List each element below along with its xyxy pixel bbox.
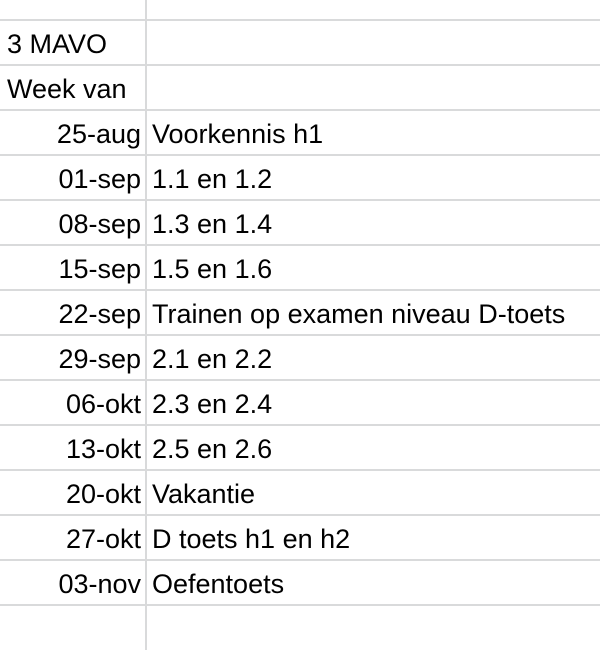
table-row: 22-sep Trainen op examen niveau D-toets (0, 291, 600, 336)
cell-week[interactable] (0, 0, 147, 19)
cell-topic[interactable]: Oefentoets (152, 569, 285, 599)
table-row: 15-sep 1.5 en 1.6 (0, 246, 600, 291)
cell-topic[interactable]: 2.1 en 2.2 (152, 344, 273, 374)
cell-week[interactable]: 20-okt (0, 471, 147, 514)
cell-topic[interactable]: Voorkennis h1 (152, 119, 324, 149)
cell-week[interactable]: 13-okt (0, 426, 147, 469)
cell-topic[interactable] (147, 606, 600, 650)
cell-topic[interactable]: 1.3 en 1.4 (152, 209, 273, 239)
table-row: 29-sep 2.1 en 2.2 (0, 336, 600, 381)
cell-topic[interactable]: 1.5 en 1.6 (152, 254, 273, 284)
table-row: Week van (0, 66, 600, 111)
table-row: 27-okt D toets h1 en h2 (0, 516, 600, 561)
cell-week[interactable]: 03-nov (0, 561, 147, 604)
cell-class-title[interactable]: 3 MAVO (0, 21, 147, 64)
table-row (0, 0, 600, 21)
cell-week[interactable]: 22-sep (0, 291, 147, 334)
cell-week[interactable]: 27-okt (0, 516, 147, 559)
table-row: 03-nov Oefentoets (0, 561, 600, 606)
cell-topic[interactable]: Trainen op examen niveau D-toets (152, 299, 566, 329)
cell-week[interactable]: 06-okt (0, 381, 147, 424)
table-row (0, 606, 600, 650)
cell-week[interactable]: 25-aug (0, 111, 147, 154)
table-row: 08-sep 1.3 en 1.4 (0, 201, 600, 246)
cell-week[interactable]: 15-sep (0, 246, 147, 289)
cell-topic[interactable] (147, 0, 600, 19)
cell-week-header[interactable]: Week van (0, 66, 147, 109)
cell-topic[interactable] (147, 66, 600, 109)
cell-week[interactable]: 29-sep (0, 336, 147, 379)
cell-week[interactable]: 01-sep (0, 156, 147, 199)
table-row: 3 MAVO (0, 21, 600, 66)
cell-topic[interactable]: D toets h1 en h2 (152, 524, 351, 554)
cell-week[interactable]: 08-sep (0, 201, 147, 244)
table-row: 01-sep 1.1 en 1.2 (0, 156, 600, 201)
table-row: 06-okt 2.3 en 2.4 (0, 381, 600, 426)
cell-week[interactable] (0, 606, 147, 650)
cell-topic[interactable]: 2.3 en 2.4 (152, 389, 273, 419)
cell-topic[interactable]: 1.1 en 1.2 (152, 164, 273, 194)
table-row: 13-okt 2.5 en 2.6 (0, 426, 600, 471)
cell-topic[interactable]: Vakantie (152, 479, 256, 509)
cell-topic[interactable]: 2.5 en 2.6 (152, 434, 273, 464)
table-row: 25-aug Voorkennis h1 (0, 111, 600, 156)
cell-topic[interactable] (147, 21, 600, 64)
table-row: 20-okt Vakantie (0, 471, 600, 516)
